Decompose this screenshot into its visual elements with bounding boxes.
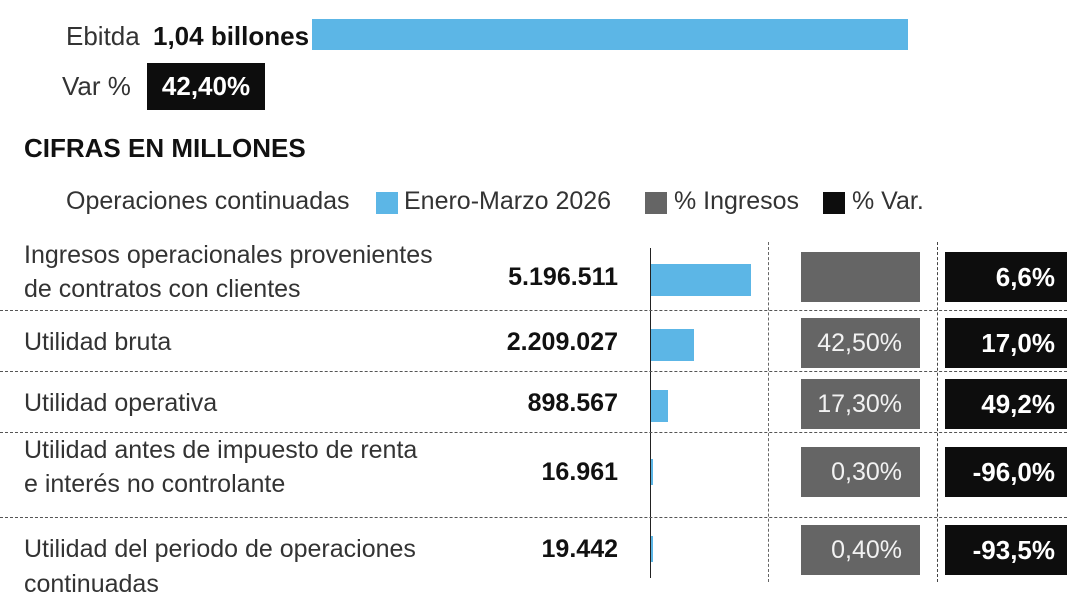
legend-series1-label: Enero-Marzo 2026	[404, 187, 612, 215]
row-label: Utilidad bruta	[24, 328, 172, 356]
row-value: 16.961	[541, 458, 618, 486]
pct-var-box: 49,2%	[945, 379, 1067, 429]
pct-var-box: -93,5%	[945, 525, 1067, 575]
row-label-line2: de contratos con clientes	[24, 275, 301, 303]
row-label-line2: e interés no controlante	[24, 470, 286, 498]
pct-ingresos-box: 0,40%	[801, 525, 920, 575]
row-value: 2.209.027	[506, 328, 618, 356]
var-label: Var %	[62, 71, 131, 101]
row-label: Utilidad del periodo de operaciones cont…	[24, 535, 416, 598]
pct-ingresos-box	[801, 252, 920, 302]
legend-group-label: Operaciones continuadas	[66, 187, 350, 215]
pct-ingresos-box: 17,30%	[801, 379, 920, 429]
value-bar	[651, 390, 669, 422]
legend-swatch-pct-ingresos	[645, 192, 667, 214]
row-separator	[0, 310, 1067, 311]
row-separator	[0, 517, 1067, 518]
pct-var-box: -96,0%	[945, 447, 1067, 497]
pct-ingresos-box: 0,30%	[801, 447, 920, 497]
value-bar	[651, 459, 653, 485]
row-label: Utilidad operativa	[24, 389, 218, 417]
row-value: 19.442	[541, 535, 618, 563]
var-column-divider	[937, 242, 938, 582]
value-bar	[651, 536, 653, 562]
legend-series3-label: % Var.	[852, 187, 924, 215]
ebitda-bar	[312, 19, 908, 50]
bar-area-divider	[768, 242, 769, 582]
row-separator	[0, 432, 1067, 433]
row-label-line1: Ingresos operacionales provenientes	[24, 241, 433, 269]
pct-var-box: 6,6%	[945, 252, 1067, 302]
legend-swatch-series1	[376, 192, 398, 214]
value-bar	[651, 329, 694, 361]
legend-swatch-pct-var	[823, 192, 845, 214]
pct-ingresos-box: 42,50%	[801, 318, 920, 368]
ebitda-label: Ebitda	[66, 21, 140, 51]
bar-axis-line	[650, 248, 651, 578]
var-value-badge: 42,40%	[147, 63, 265, 110]
legend-series2-label: % Ingresos	[674, 187, 800, 215]
row-label-line1: Utilidad antes de impuesto de renta	[24, 436, 418, 464]
value-bar	[651, 264, 751, 296]
row-separator	[0, 371, 1067, 372]
row-value: 5.196.511	[508, 263, 618, 291]
ebitda-value: 1,04 billones	[153, 21, 310, 51]
pct-var-box: 17,0%	[945, 318, 1067, 368]
section-title: CIFRAS EN MILLONES	[24, 133, 306, 163]
row-value: 898.567	[527, 389, 618, 417]
